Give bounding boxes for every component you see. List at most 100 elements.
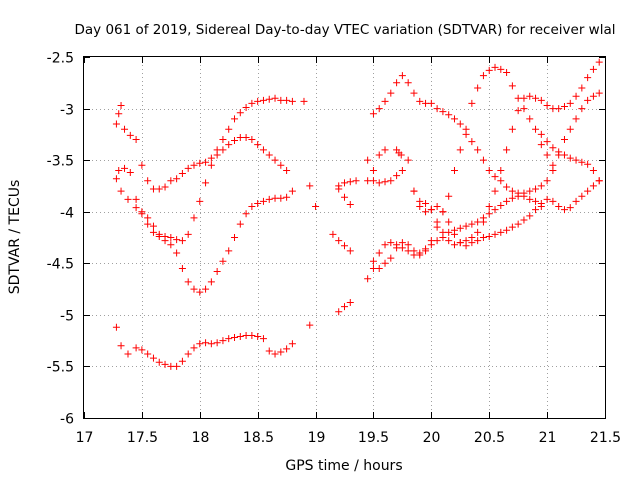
data-point xyxy=(543,195,551,203)
data-point xyxy=(508,187,516,195)
data-point xyxy=(393,244,401,252)
data-point xyxy=(537,141,545,149)
data-point xyxy=(450,241,458,249)
data-point xyxy=(144,350,152,358)
data-point xyxy=(462,242,470,250)
data-point xyxy=(433,223,441,231)
data-point xyxy=(207,154,215,162)
data-point xyxy=(124,195,132,203)
data-point xyxy=(381,241,389,249)
data-point xyxy=(236,220,244,228)
data-point xyxy=(155,358,163,366)
data-point xyxy=(474,237,482,245)
data-point xyxy=(491,173,499,181)
series-g xyxy=(335,185,354,208)
data-point xyxy=(346,178,354,186)
data-point xyxy=(364,275,372,283)
data-point xyxy=(248,331,256,339)
data-point xyxy=(265,151,273,159)
data-point xyxy=(503,68,511,76)
data-point xyxy=(271,350,279,358)
data-point xyxy=(589,166,597,174)
data-point xyxy=(219,257,227,265)
data-point xyxy=(589,92,597,100)
data-point xyxy=(474,218,482,226)
data-point xyxy=(225,247,233,255)
data-point xyxy=(387,239,395,247)
data-point xyxy=(155,185,163,193)
data-point xyxy=(132,195,140,203)
series-n xyxy=(364,146,389,174)
data-point xyxy=(398,166,406,174)
data-point xyxy=(462,222,470,230)
y-axis-label: SDTVAR / TECUs xyxy=(7,180,23,295)
data-point xyxy=(450,115,458,123)
data-point xyxy=(589,182,597,190)
data-point xyxy=(219,136,227,144)
data-point xyxy=(526,115,534,123)
data-point xyxy=(526,195,534,203)
data-point xyxy=(479,72,487,80)
data-point xyxy=(572,92,580,100)
data-point xyxy=(126,169,134,177)
series-d xyxy=(112,323,296,370)
data-point xyxy=(242,104,250,112)
y-tick-label: -6 xyxy=(60,412,74,428)
data-point xyxy=(485,232,493,240)
data-point xyxy=(144,177,152,185)
data-point xyxy=(288,97,296,105)
data-point xyxy=(288,187,296,195)
data-point xyxy=(514,220,522,228)
data-point xyxy=(560,151,568,159)
data-point xyxy=(589,65,597,73)
data-point xyxy=(207,278,215,286)
y-tick-label: -2.5 xyxy=(47,51,74,67)
data-point xyxy=(375,151,383,159)
data-point xyxy=(497,202,505,210)
data-point xyxy=(375,249,383,257)
data-point xyxy=(572,197,580,205)
data-point xyxy=(526,92,534,100)
data-point xyxy=(450,166,458,174)
data-point xyxy=(254,97,262,105)
data-point xyxy=(497,177,505,185)
data-point xyxy=(173,236,181,244)
data-point xyxy=(117,101,125,109)
data-point xyxy=(514,107,522,115)
data-point xyxy=(178,237,186,245)
data-point xyxy=(184,230,192,238)
data-point xyxy=(410,187,418,195)
data-point xyxy=(445,192,453,200)
data-point xyxy=(173,249,181,257)
x-tick-label: 21.5 xyxy=(590,430,621,446)
data-point xyxy=(300,97,308,105)
data-point xyxy=(173,362,181,370)
data-point xyxy=(491,206,499,214)
data-point xyxy=(138,346,146,354)
data-point xyxy=(532,185,540,193)
data-point xyxy=(144,214,152,222)
data-point xyxy=(375,179,383,187)
data-point xyxy=(532,125,540,133)
data-point xyxy=(433,105,441,113)
data-point xyxy=(584,160,592,168)
chart-title: Day 061 of 2019, Sidereal Day-to-day VTE… xyxy=(75,22,616,38)
data-point xyxy=(503,197,511,205)
data-point xyxy=(578,192,586,200)
data-point xyxy=(560,206,568,214)
data-point xyxy=(445,237,453,245)
data-point xyxy=(213,151,221,159)
data-point xyxy=(416,203,424,211)
data-point xyxy=(503,183,511,191)
data-point xyxy=(537,199,545,207)
data-point xyxy=(526,212,534,220)
data-point xyxy=(439,234,447,241)
data-point xyxy=(161,360,169,368)
data-point xyxy=(397,151,405,159)
data-point xyxy=(416,249,424,257)
data-point xyxy=(190,214,198,222)
axis-ticks xyxy=(84,57,606,419)
data-point xyxy=(149,222,157,230)
data-point xyxy=(346,200,354,208)
data-point xyxy=(242,133,250,141)
